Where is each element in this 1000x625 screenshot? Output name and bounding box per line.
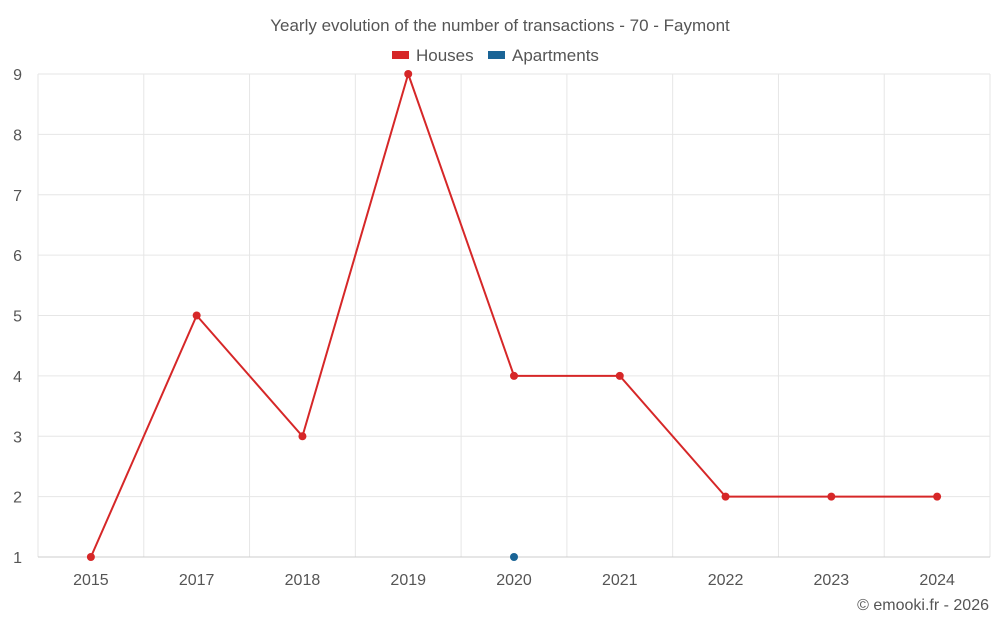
x-tick-label: 2015 — [73, 572, 109, 589]
data-point-houses[interactable] — [510, 371, 518, 380]
data-point-houses[interactable] — [86, 553, 95, 561]
y-tick-label: 4 — [13, 369, 22, 386]
legend-swatch-apartments — [488, 51, 505, 59]
data-point-houses[interactable] — [933, 492, 942, 501]
y-tick-label: 8 — [13, 127, 22, 144]
data-point-houses[interactable] — [192, 311, 201, 320]
data-point-houses[interactable] — [827, 492, 836, 501]
x-tick-label: 2017 — [179, 572, 215, 589]
data-point-houses[interactable] — [721, 492, 730, 501]
data-point-houses[interactable] — [298, 432, 307, 441]
y-tick-label: 2 — [13, 490, 22, 507]
axes: 1 2 3 4 5 6 7 8 9 2015 2017 2018 2019 2020 2021 2022 202… — [13, 67, 990, 589]
x-tick-label: 2023 — [814, 572, 850, 589]
series — [86, 70, 942, 561]
grid — [37, 73, 991, 557]
y-tick-label: 3 — [13, 429, 22, 446]
x-tick-label: 2022 — [708, 572, 744, 589]
legend-swatch-houses — [392, 51, 409, 59]
x-tick-label: 2020 — [496, 572, 532, 589]
legend: Houses Apartments — [392, 46, 599, 65]
x-tick-label: 2018 — [285, 572, 321, 589]
y-tick-label: 6 — [13, 248, 22, 265]
x-tick-label: 2021 — [602, 572, 638, 589]
chart-title: Yearly evolution of the number of transa… — [270, 16, 730, 35]
y-tick-label: 1 — [13, 550, 22, 567]
y-tick-label: 9 — [13, 67, 22, 84]
x-tick-label: 2019 — [390, 572, 426, 589]
data-point-houses[interactable] — [404, 70, 413, 78]
data-point-apartments[interactable] — [510, 553, 518, 561]
legend-label-apartments[interactable]: Apartments — [512, 46, 599, 65]
x-tick-label: 2024 — [919, 572, 955, 589]
y-tick-label: 5 — [13, 309, 22, 326]
legend-label-houses[interactable]: Houses — [416, 46, 474, 65]
data-point-houses[interactable] — [615, 371, 624, 380]
credit-text: © emooki.fr - 2026 — [857, 597, 989, 614]
y-tick-label: 7 — [13, 188, 22, 205]
